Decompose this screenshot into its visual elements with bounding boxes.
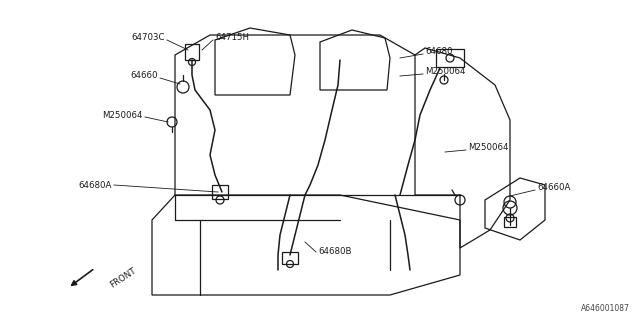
Text: M250064: M250064: [102, 110, 143, 119]
Text: FRONT: FRONT: [108, 266, 138, 290]
Text: A646001087: A646001087: [581, 304, 630, 313]
Bar: [185, 44, 199, 60]
Text: M250064: M250064: [425, 68, 465, 76]
Bar: [504, 217, 516, 227]
Bar: [436, 49, 464, 67]
Bar: [212, 185, 228, 199]
Text: 64715H: 64715H: [215, 34, 249, 43]
Text: 64680: 64680: [425, 47, 452, 57]
Text: 64680A: 64680A: [79, 180, 112, 189]
Text: 64703C: 64703C: [131, 34, 165, 43]
Bar: [282, 252, 298, 264]
Text: 64660: 64660: [131, 71, 158, 81]
Text: 64660A: 64660A: [537, 183, 570, 193]
Text: 64680B: 64680B: [318, 247, 351, 257]
Text: M250064: M250064: [468, 143, 509, 153]
